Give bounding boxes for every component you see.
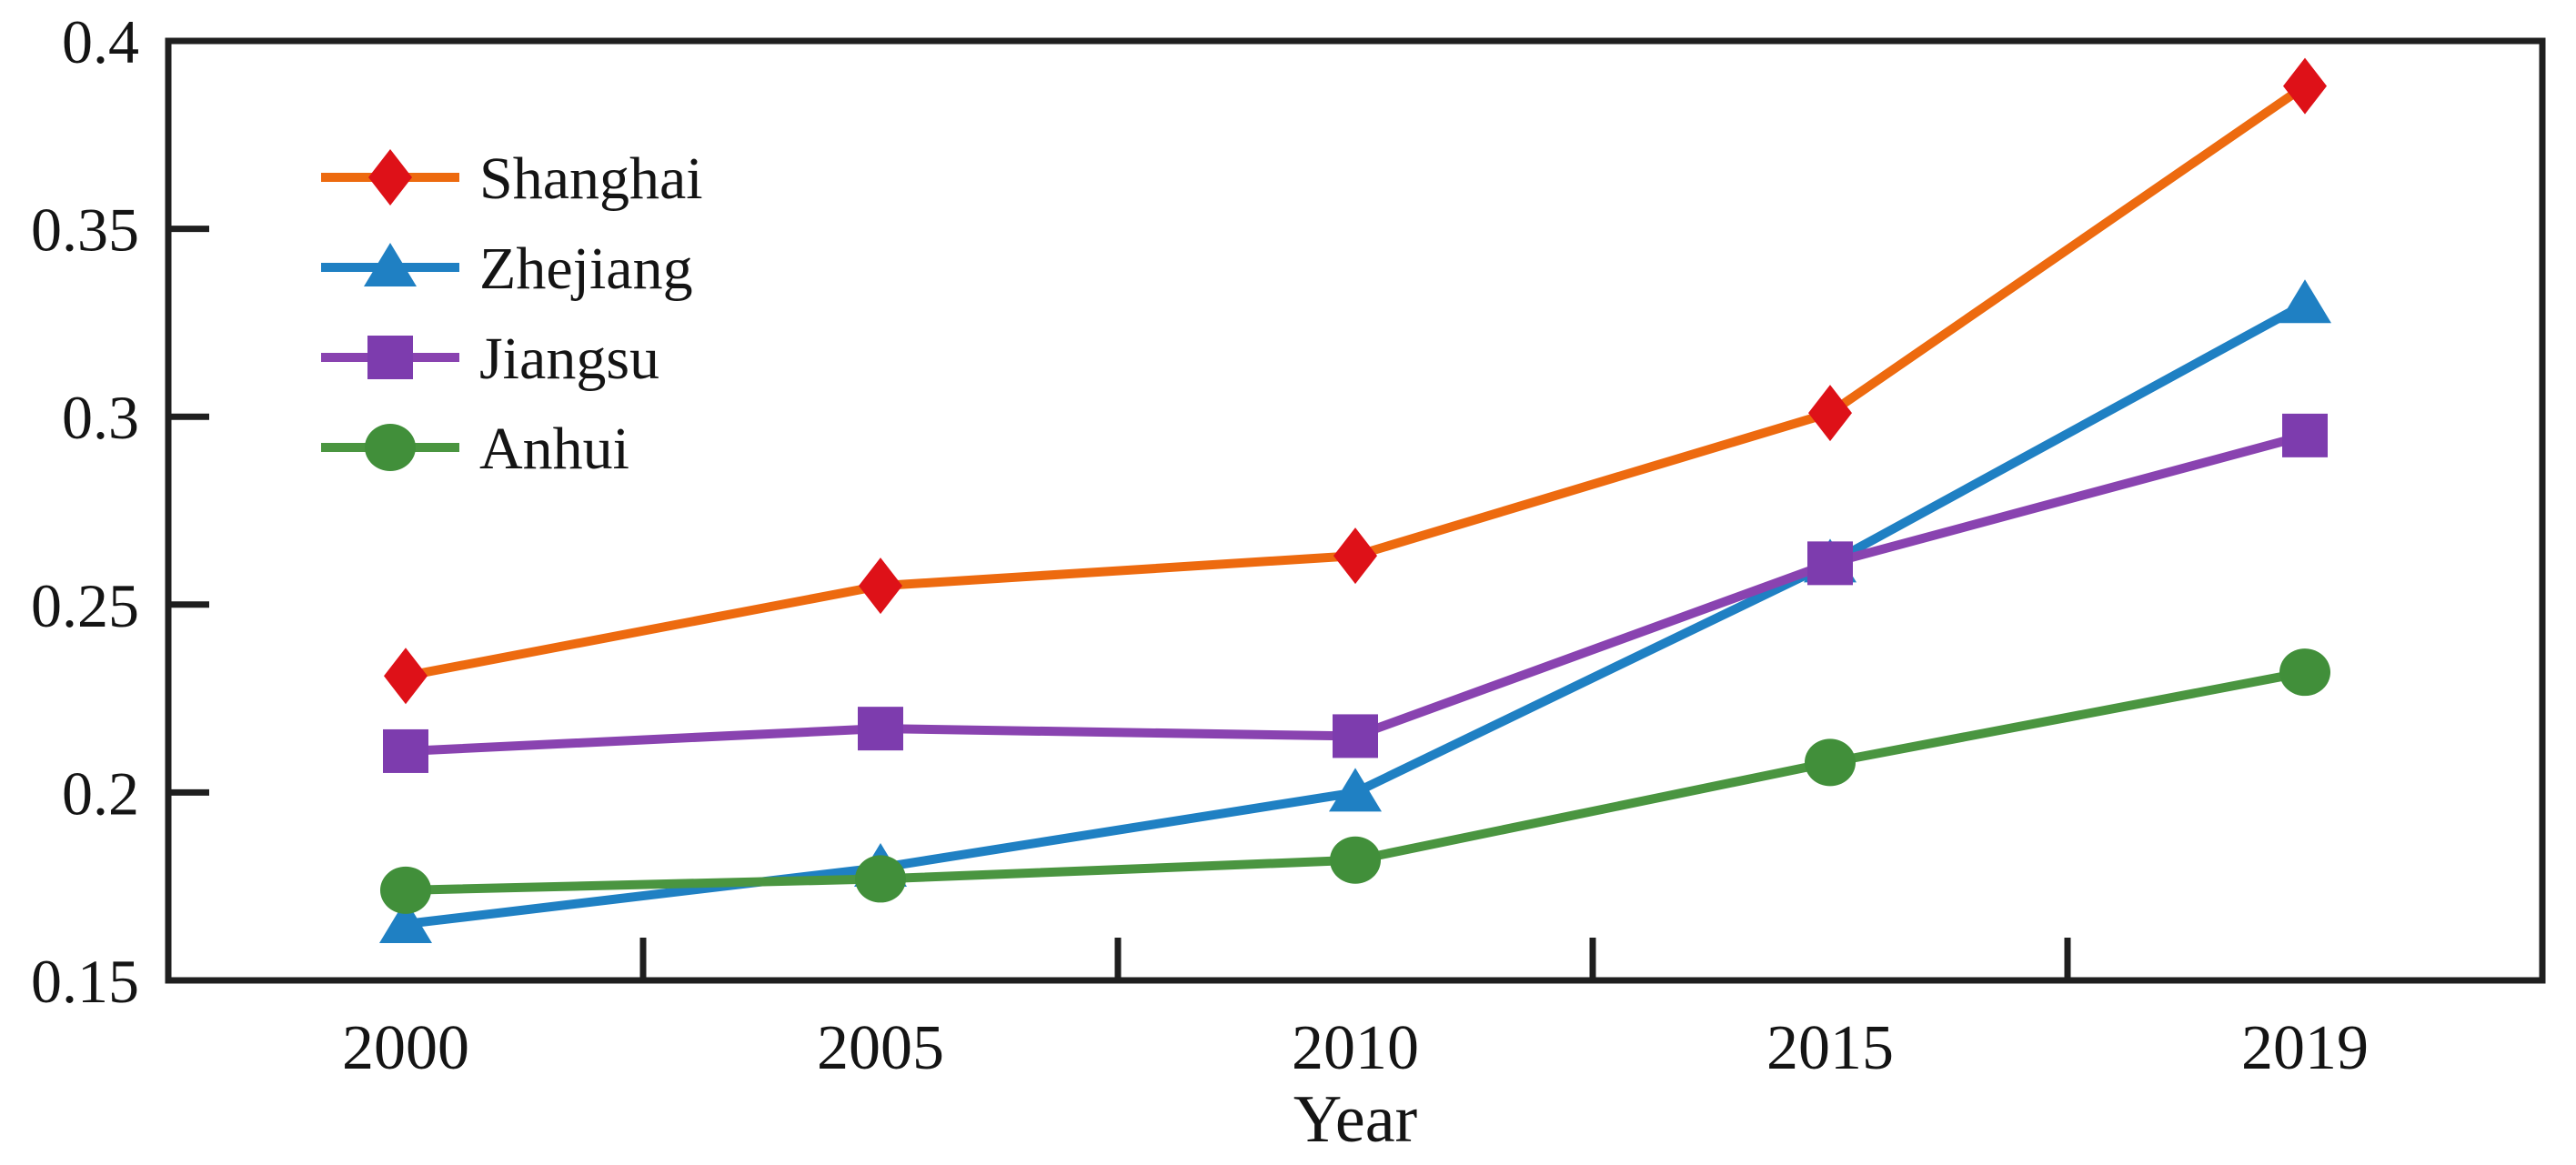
x-axis-title: Year: [1293, 1082, 1417, 1157]
x-tick-label: 2010: [1292, 1013, 1419, 1083]
marker-anhui-2000: [380, 866, 431, 914]
legend-marker-circle: [365, 424, 416, 471]
y-tick-label: 0.4: [62, 7, 139, 76]
marker-shanghai-2005: [859, 557, 902, 615]
y-tick-label: 0.35: [31, 196, 139, 265]
marker-shanghai-2015: [1808, 385, 1852, 442]
y-tick-label: 0.3: [62, 383, 139, 452]
plot-border: [165, 37, 2546, 984]
marker-jiangsu-2019: [2282, 413, 2328, 457]
marker-anhui-2010: [1330, 836, 1381, 884]
y-tick-label: 0.25: [31, 571, 139, 640]
legend-entry-anhui: Anhui: [321, 416, 629, 482]
legend-label: Jiangsu: [479, 326, 659, 392]
legend-label: Zhejiang: [479, 236, 693, 302]
legend-label: Anhui: [479, 416, 629, 482]
marker-anhui-2019: [2279, 648, 2330, 697]
x-tick-label: 2000: [342, 1013, 469, 1083]
x-tick-label: 2015: [1766, 1013, 1894, 1083]
marker-anhui-2005: [855, 855, 906, 903]
x-tick-label: 2005: [817, 1013, 944, 1083]
marker-shanghai-2010: [1333, 527, 1377, 585]
marker-zhejiang-2010: [1329, 768, 1382, 812]
marker-zhejiang-2000: [379, 899, 432, 944]
marker-jiangsu-2010: [1333, 714, 1378, 758]
marker-shanghai-2000: [384, 648, 428, 705]
legend-label: Shanghai: [479, 146, 703, 212]
marker-jiangsu-2015: [1807, 541, 1853, 586]
legend-entry-zhejiang: Zhejiang: [321, 236, 693, 302]
legend-marker-triangle: [364, 243, 417, 286]
y-tick-label: 0.15: [31, 947, 139, 1016]
series-line-zhejiang: [401, 299, 2309, 929]
legend-marker-diamond: [368, 149, 412, 206]
marker-jiangsu-2000: [383, 728, 428, 773]
y-tick-label: 0.2: [62, 758, 139, 828]
marker-anhui-2015: [1805, 738, 1856, 787]
marker-shanghai-2019: [2283, 57, 2327, 115]
legend-marker-square: [367, 336, 413, 379]
series-line-jiangsu: [401, 430, 2309, 756]
marker-jiangsu-2005: [858, 707, 903, 751]
x-tick-label: 2019: [2241, 1013, 2369, 1083]
legend-entry-jiangsu: Jiangsu: [321, 326, 659, 392]
marker-zhejiang-2019: [2279, 279, 2331, 324]
legend-entry-shanghai: Shanghai: [321, 146, 703, 212]
